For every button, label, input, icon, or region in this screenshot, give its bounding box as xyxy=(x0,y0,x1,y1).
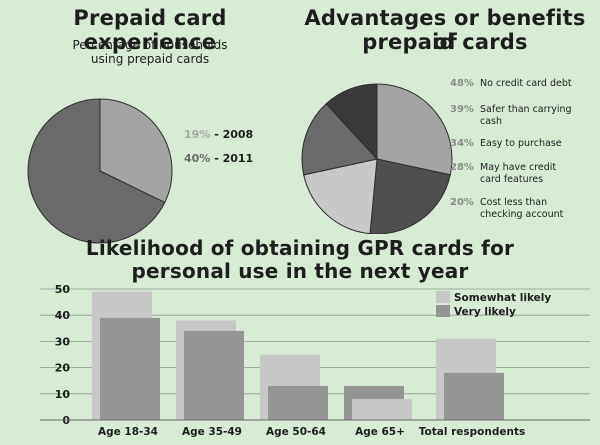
pie1-legend-2008-sep: - xyxy=(214,128,223,141)
pie2-legend-item-safer-than-carrying-cash: 39% Safer than carrying cash xyxy=(450,104,600,128)
pie2-legend-label-line: Cost less than xyxy=(480,197,548,208)
pie2-slice-no-credit-card-debt xyxy=(376,83,453,176)
bar-legend-swatch-somewhat-likely xyxy=(436,291,450,303)
bar-ytick-label-30: 30 xyxy=(55,335,71,348)
pie1-subtitle-line2: using prepaid cards xyxy=(90,52,210,66)
pie2-legend-label-line: Easy to purchase xyxy=(480,138,562,149)
pie2-legend-label: Cost less than checking account xyxy=(480,197,563,221)
bar-legend-label-very-likely: Very likely xyxy=(454,306,516,318)
pie2-slice-safer-than-carrying-cash xyxy=(369,158,451,234)
pie2-slice-cost-less-than-checking-account xyxy=(325,83,378,161)
bar-legend-label-somewhat-likely: Somewhat likely xyxy=(454,292,551,304)
bar-category-label-total-respondents: Total respondents xyxy=(419,426,525,438)
pie2-title-line1: Advantages or benefits of xyxy=(304,6,586,54)
pie2-legend-label: No credit card debt xyxy=(480,78,572,90)
bar-title-line1: Likelihood of obtaining GPR cards for xyxy=(85,236,515,260)
bar-ytick-label-20: 20 xyxy=(55,362,71,375)
bar-category-label-age-50-64: Age 50-64 xyxy=(266,426,326,438)
bar-ytick-label-10: 10 xyxy=(55,388,71,401)
pie2-title-line2: prepaid cards xyxy=(362,30,528,54)
pie1-subtitle-line1: Percentage of households xyxy=(72,38,228,52)
pie2-legend-label-line: Safer than carrying xyxy=(480,104,572,115)
pie1-slice-2008 xyxy=(99,98,173,204)
pie2-legend-label-line: card features xyxy=(480,174,544,185)
pie2-legend-value: 28% xyxy=(450,162,474,173)
pie2-legend-value: 34% xyxy=(450,138,474,149)
bar-very-age-18-34 xyxy=(100,317,160,420)
bar-category-label-age-18-34: Age 18-34 xyxy=(98,426,158,438)
pie2-legend-item-may-have-credit-card-features: 28% May have credit card features xyxy=(450,162,600,186)
bar-very-age-35-49 xyxy=(184,330,244,420)
pie2-legend-label-line: checking account xyxy=(480,209,564,220)
pie1-legend-2008: 19% - 2008 xyxy=(184,128,253,142)
pie1-legend-2011-sep: - xyxy=(214,152,223,165)
pie1-legend-2011-label: 2011 xyxy=(222,152,254,165)
pie1-chart xyxy=(27,98,173,244)
pie2-slice-may-have-credit-card-features xyxy=(301,103,378,176)
pie2-legend-label-line: May have credit xyxy=(480,162,557,173)
bar-ytick-label-50: 50 xyxy=(55,285,71,296)
pie2-legend-value: 39% xyxy=(450,104,474,115)
pie2-slice-easy-to-purchase xyxy=(303,158,378,234)
pie2-legend-label: Safer than carrying cash xyxy=(480,104,572,128)
pie2-legend-item-cost-less-than-checking-account: 20% Cost less than checking account xyxy=(450,197,600,221)
bar-somewhat-age-65 xyxy=(352,399,412,420)
bar-category-label-age-35-49: Age 35-49 xyxy=(182,426,242,438)
pie1-title: Prepaid card experience xyxy=(73,6,227,54)
pie2-legend-label: Easy to purchase xyxy=(480,138,562,150)
pie1-legend-2008-value: 19% xyxy=(184,128,211,141)
pie1-legend-2008-label: 2008 xyxy=(222,128,254,141)
pie1-slice-2011 xyxy=(27,98,166,244)
bar-category-label-age-65: Age 65+ xyxy=(355,426,405,438)
bar-ytick-label-40: 40 xyxy=(55,309,71,322)
pie1-legend-2011: 40% - 2011 xyxy=(184,152,253,166)
pie2-legend-item-easy-to-purchase: 34% Easy to purchase xyxy=(450,138,600,150)
pie2-legend-label-line: No credit card debt xyxy=(480,78,572,89)
pie2-legend-value: 20% xyxy=(450,197,474,208)
pie2-chart xyxy=(301,83,453,234)
bar-very-age-50-64 xyxy=(268,385,328,420)
pie2-legend-label: May have credit card features xyxy=(480,162,556,186)
pie2-legend-label-line: cash xyxy=(480,116,503,127)
bar-legend-swatch-very-likely xyxy=(436,305,450,317)
bar-title-line2: personal use in the next year xyxy=(131,259,469,283)
bar-very-total-respondents xyxy=(444,372,504,420)
pie2-legend-value: 48% xyxy=(450,78,474,89)
pie1-legend-2011-value: 40% xyxy=(184,152,211,165)
pie2-legend-item-no-credit-card-debt: 48% No credit card debt xyxy=(450,78,600,90)
